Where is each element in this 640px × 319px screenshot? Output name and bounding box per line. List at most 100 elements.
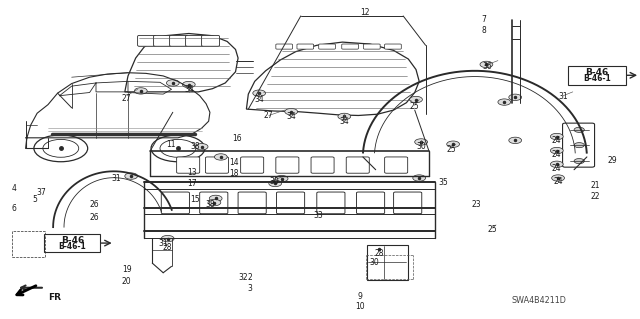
Text: B-46-1: B-46-1 <box>583 74 611 84</box>
Circle shape <box>161 235 174 242</box>
Text: 31: 31 <box>558 92 568 101</box>
Text: 10: 10 <box>355 302 365 311</box>
Text: 27: 27 <box>264 111 274 120</box>
FancyBboxPatch shape <box>276 157 299 173</box>
Text: 38: 38 <box>190 142 200 151</box>
Text: 36: 36 <box>483 63 493 71</box>
Circle shape <box>574 127 584 132</box>
Text: 24: 24 <box>553 177 563 186</box>
Circle shape <box>550 147 563 154</box>
Text: B-46: B-46 <box>61 236 84 245</box>
Text: 24: 24 <box>552 150 562 159</box>
FancyBboxPatch shape <box>297 44 314 49</box>
Text: 27: 27 <box>122 94 132 103</box>
FancyBboxPatch shape <box>205 157 228 173</box>
Text: 38: 38 <box>205 200 215 209</box>
Text: 26: 26 <box>90 200 100 209</box>
Text: 31: 31 <box>158 239 168 248</box>
FancyBboxPatch shape <box>200 192 228 214</box>
Text: 25: 25 <box>488 225 498 234</box>
Circle shape <box>208 199 221 206</box>
Circle shape <box>253 90 266 96</box>
Text: SWA4B4211D: SWA4B4211D <box>511 296 566 305</box>
Circle shape <box>550 133 563 140</box>
Text: 24: 24 <box>552 164 562 173</box>
FancyBboxPatch shape <box>346 157 369 173</box>
Text: 11: 11 <box>166 140 175 149</box>
Text: 5: 5 <box>33 195 38 204</box>
Circle shape <box>195 144 208 150</box>
FancyBboxPatch shape <box>385 157 408 173</box>
FancyBboxPatch shape <box>161 192 189 214</box>
Text: 18: 18 <box>229 169 238 178</box>
Circle shape <box>574 143 584 148</box>
FancyBboxPatch shape <box>154 35 172 46</box>
Text: 22: 22 <box>591 192 600 201</box>
Text: 20: 20 <box>122 277 132 286</box>
Text: 16: 16 <box>232 134 242 143</box>
Text: 17: 17 <box>187 179 197 188</box>
Circle shape <box>209 195 222 202</box>
Circle shape <box>214 154 227 160</box>
Text: 34: 34 <box>286 112 296 121</box>
FancyBboxPatch shape <box>342 44 358 49</box>
FancyBboxPatch shape <box>319 44 335 49</box>
Circle shape <box>182 81 195 88</box>
Text: 25: 25 <box>446 145 456 154</box>
Circle shape <box>410 96 422 103</box>
Text: 29: 29 <box>607 156 618 165</box>
FancyBboxPatch shape <box>356 192 385 214</box>
Circle shape <box>509 94 522 100</box>
FancyBboxPatch shape <box>568 66 626 85</box>
Text: 26: 26 <box>90 213 100 222</box>
Text: 2: 2 <box>247 273 252 282</box>
Circle shape <box>285 108 298 115</box>
FancyBboxPatch shape <box>170 35 188 46</box>
Text: B-46: B-46 <box>585 68 609 77</box>
Text: 31: 31 <box>111 174 122 182</box>
Circle shape <box>166 80 179 86</box>
Circle shape <box>480 61 493 68</box>
Text: 37: 37 <box>36 189 47 197</box>
Text: 7: 7 <box>481 15 486 24</box>
FancyBboxPatch shape <box>367 245 408 280</box>
Circle shape <box>498 99 511 105</box>
FancyBboxPatch shape <box>563 123 595 167</box>
Text: 6: 6 <box>12 204 17 213</box>
FancyBboxPatch shape <box>311 157 334 173</box>
Text: 35: 35 <box>438 178 448 187</box>
FancyBboxPatch shape <box>276 192 305 214</box>
Text: 34: 34 <box>184 85 194 94</box>
FancyBboxPatch shape <box>177 157 200 173</box>
Text: 30: 30 <box>369 258 380 267</box>
Text: 34: 34 <box>254 95 264 104</box>
Circle shape <box>552 175 564 181</box>
Circle shape <box>509 137 522 144</box>
Circle shape <box>550 161 563 167</box>
Text: FR: FR <box>48 293 61 301</box>
FancyBboxPatch shape <box>276 44 292 49</box>
FancyBboxPatch shape <box>138 35 156 46</box>
FancyBboxPatch shape <box>364 44 380 49</box>
Text: B-46-1: B-46-1 <box>58 242 86 251</box>
Circle shape <box>415 139 428 145</box>
Text: 15: 15 <box>190 195 200 204</box>
Text: 14: 14 <box>228 158 239 167</box>
Text: 28: 28 <box>163 243 172 252</box>
FancyBboxPatch shape <box>394 192 422 214</box>
FancyBboxPatch shape <box>202 35 220 46</box>
Circle shape <box>372 246 385 253</box>
Circle shape <box>413 175 426 181</box>
Text: 34: 34 <box>339 117 349 126</box>
FancyBboxPatch shape <box>44 234 100 252</box>
Text: 30: 30 <box>416 142 426 151</box>
FancyBboxPatch shape <box>186 35 204 46</box>
Text: 19: 19 <box>122 265 132 274</box>
Circle shape <box>275 175 288 182</box>
Circle shape <box>338 113 351 120</box>
Circle shape <box>447 141 460 147</box>
FancyBboxPatch shape <box>385 44 401 49</box>
Circle shape <box>269 180 282 187</box>
Text: 9: 9 <box>357 292 362 300</box>
Text: 30: 30 <box>269 177 279 186</box>
